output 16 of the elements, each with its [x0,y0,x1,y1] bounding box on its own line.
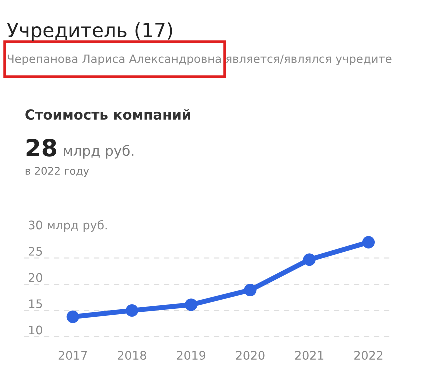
y-tick-label: 30 млрд руб. [29,220,108,232]
x-tick-label: 2018 [118,351,146,360]
text: Учредитель (17) [7,22,172,42]
x-tick-label: 2017 [58,351,88,360]
x-tick-label: 2022 [354,351,383,360]
x-tick-label: 2019 [177,351,206,360]
text: в 2022 году [26,167,90,178]
x-tick-label: 2020 [236,351,265,360]
y-tick-label: 15 [29,300,42,308]
text: Черепанова Лариса Александровна является/являлся учредите [8,54,392,66]
y-tick-label: 25 [29,247,42,256]
chart-subtitle: 28 млрд руб. [26,138,134,159]
y-tick-label: 10 [29,326,42,335]
y-tick-label: 20 [29,273,42,282]
x-tick-label: 2021 [295,351,324,360]
chart-title: Стоимость компаний [26,109,190,120]
